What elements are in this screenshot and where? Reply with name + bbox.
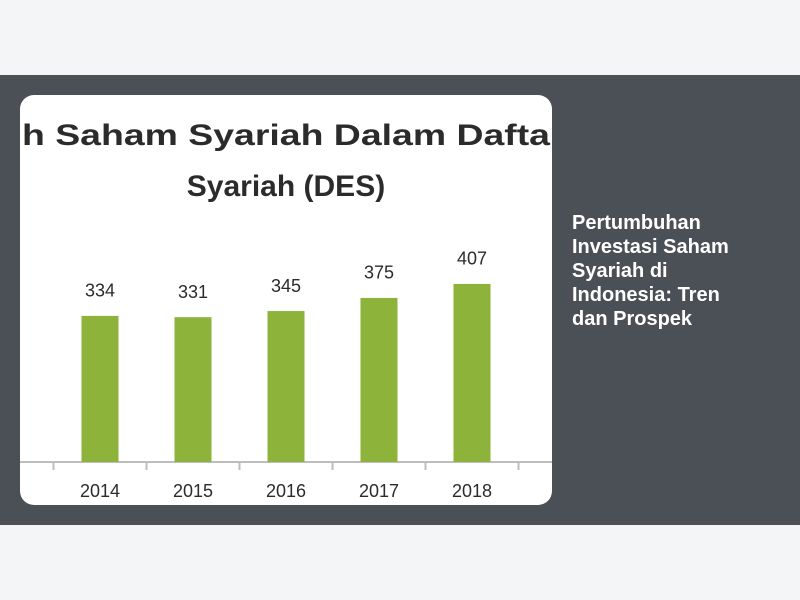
- x-tick-label: 2017: [359, 481, 399, 501]
- value-label: 334: [85, 281, 115, 301]
- chart: h Saham Syariah Dalam Dafta Syariah (DES…: [20, 119, 552, 501]
- x-tick-label: 2014: [80, 481, 120, 501]
- chart-title: Syariah (DES): [187, 170, 385, 203]
- image-card: h Saham Syariah Dalam Dafta Syariah (DES…: [20, 95, 552, 505]
- value-label: 345: [271, 276, 301, 296]
- x-tick-label: 2018: [452, 481, 492, 501]
- bar: [174, 317, 212, 462]
- bar: [453, 283, 491, 462]
- bar: [360, 297, 398, 462]
- caption: Pertumbuhan Investasi Saham Syariah di I…: [572, 212, 729, 330]
- value-label: 331: [178, 282, 208, 302]
- x-tick-label: 2016: [266, 481, 306, 501]
- chart-title: h Saham Syariah Dalam Dafta: [22, 119, 550, 152]
- value-label: 407: [457, 249, 487, 269]
- bar: [81, 315, 119, 462]
- x-tick-label: 2015: [173, 481, 213, 501]
- value-label: 375: [364, 263, 394, 283]
- bar: [267, 311, 305, 462]
